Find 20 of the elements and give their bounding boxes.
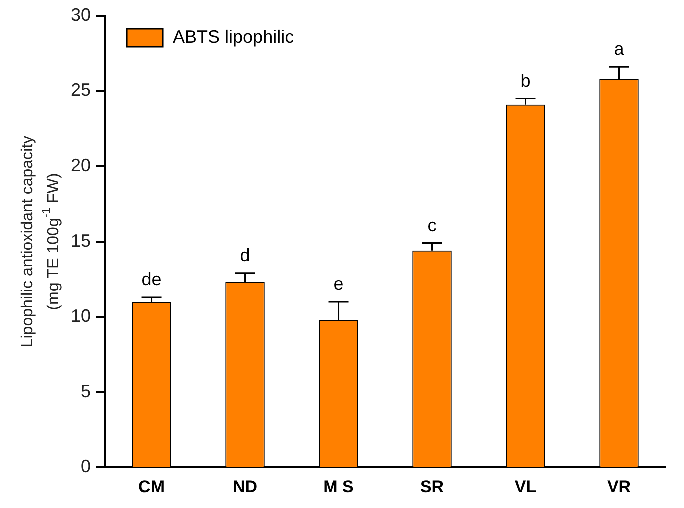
annotation: d	[240, 245, 250, 266]
y-tick-label: 25	[70, 80, 92, 100]
annotation: a	[614, 39, 626, 60]
annotation: c	[428, 215, 437, 236]
y-tick-label: 15	[70, 230, 92, 251]
y-tick-label: 10	[70, 306, 92, 326]
annotation: b	[520, 70, 531, 91]
annotation: de	[142, 269, 162, 290]
annotation: e	[334, 274, 344, 294]
x-tick-label: ND	[232, 477, 258, 496]
y-tick-label: 30	[70, 4, 92, 25]
y-tick-label: 0	[81, 456, 92, 477]
x-tick-label: M S	[324, 477, 354, 496]
x-tick-label: VR	[607, 477, 632, 496]
x-tick-label: CM	[138, 477, 165, 496]
x-tick-label: VL	[514, 477, 537, 496]
y-tick-label: 20	[70, 156, 92, 176]
x-tick-label: SR	[420, 477, 444, 496]
legend-label: ABTS lipophilic	[173, 26, 294, 47]
y-tick-label: 5	[81, 381, 92, 402]
